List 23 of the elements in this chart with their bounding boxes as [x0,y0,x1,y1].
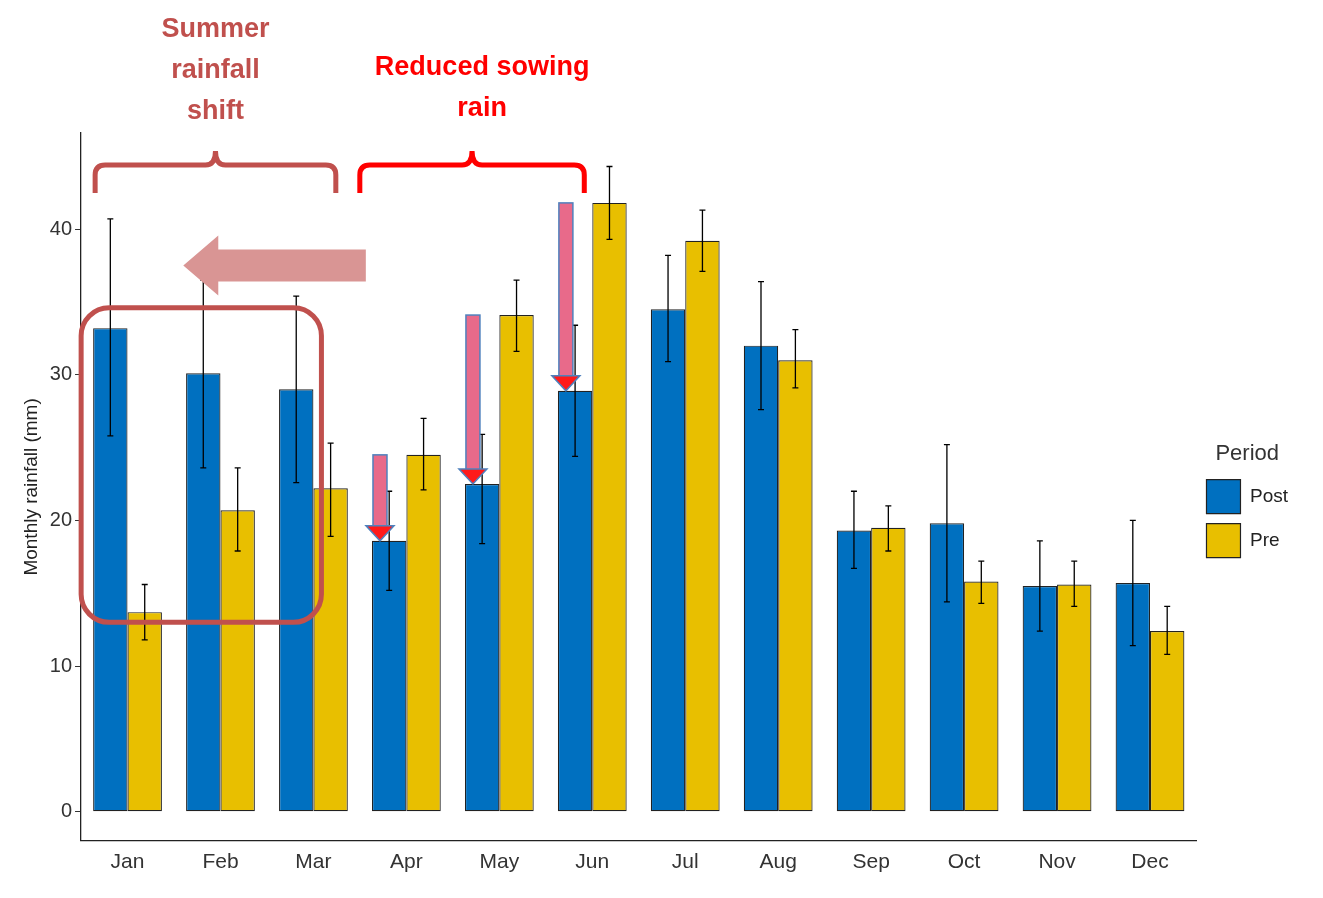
x-tick-label: Jan [110,849,145,873]
x-tick-label: May [479,849,520,873]
y-tick-label: 10 [49,653,73,676]
y-tick-label: 30 [49,362,73,385]
x-tick-label: Dec [1131,849,1169,873]
x-tick-label: Nov [1038,849,1077,873]
x-tick-label: Jul [671,849,699,873]
text: Reduced sowing rain [374,50,590,124]
legend-title: Period [1215,440,1280,466]
x-tick-label: Mar [295,849,332,873]
x-tick-label: Oct [947,849,981,873]
y-tick-label: 40 [49,216,73,239]
legend-label: Pre [1249,528,1280,550]
legend-label: Post [1249,484,1289,506]
y-axis-title: Monthly rainfall (mm) [19,398,41,576]
y-tick-label: 20 [49,507,73,530]
x-tick-label: Jun [575,849,610,873]
x-tick-label: Aug [759,849,797,873]
x-tick-label: Sep [852,849,890,873]
x-tick-label: Apr [390,849,423,873]
y-tick-label: 0 [60,799,73,822]
text: Summer rainfall shift [160,12,271,127]
x-tick-label: Feb [202,849,239,873]
